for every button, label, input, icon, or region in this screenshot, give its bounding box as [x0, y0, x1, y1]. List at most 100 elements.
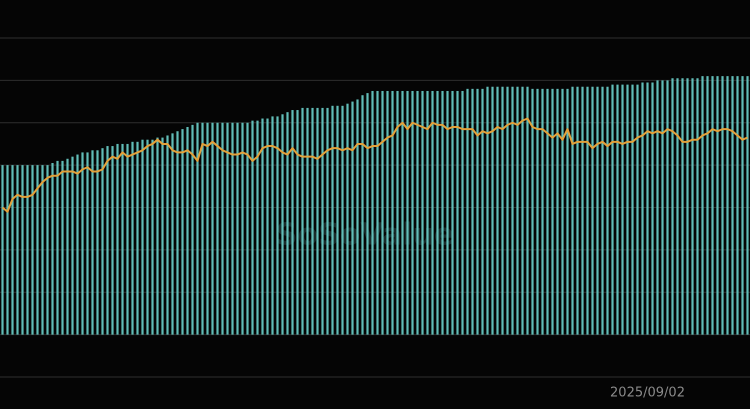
bar [131, 141, 134, 335]
watermark: SoSoValue [276, 218, 454, 253]
bar [531, 88, 534, 335]
bar [651, 82, 654, 335]
bar [446, 90, 449, 335]
bar [176, 131, 179, 335]
bar [656, 80, 659, 335]
bar [356, 99, 359, 335]
bar [706, 76, 709, 335]
bar [466, 88, 469, 335]
bar [671, 78, 674, 335]
bar [371, 90, 374, 335]
bar [741, 76, 744, 335]
bar [66, 158, 69, 335]
bar [726, 76, 729, 335]
bar [91, 150, 94, 335]
bar [196, 122, 199, 335]
bar [151, 139, 154, 335]
bar [691, 78, 694, 335]
bar [736, 76, 739, 335]
bar [556, 88, 559, 335]
line [1, 117, 748, 213]
bar [506, 86, 509, 335]
bar [216, 122, 219, 335]
bar [561, 88, 564, 335]
bar [461, 90, 464, 335]
bar [321, 107, 324, 335]
bar [41, 165, 44, 335]
bar [626, 84, 629, 335]
bar [316, 107, 319, 335]
bar [126, 143, 129, 335]
bar [311, 107, 314, 335]
bar [636, 84, 639, 335]
bar [401, 90, 404, 335]
bar [511, 86, 514, 335]
bar [666, 80, 669, 335]
bar [366, 93, 369, 335]
bar [121, 143, 124, 335]
x-tick-label: 2025/09/02 [610, 386, 685, 401]
bar [141, 139, 144, 335]
bar [46, 165, 49, 335]
bar [496, 86, 499, 335]
bar [206, 122, 209, 335]
bar [186, 126, 189, 335]
bar [601, 86, 604, 335]
bar [596, 86, 599, 335]
bar [746, 76, 749, 335]
bar [646, 82, 649, 335]
bar [716, 76, 719, 335]
bar [581, 86, 584, 335]
bar [661, 80, 664, 335]
bar [441, 90, 444, 335]
bar [251, 120, 254, 335]
bar [476, 88, 479, 335]
bar [156, 137, 159, 335]
bar [296, 110, 299, 335]
bar [386, 90, 389, 335]
marks [1, 76, 749, 335]
bar [16, 165, 19, 335]
bar [256, 120, 259, 335]
bar [686, 78, 689, 335]
bar [606, 86, 609, 335]
bar [241, 122, 244, 335]
bar [521, 86, 524, 335]
bar [616, 84, 619, 335]
bar [81, 152, 84, 335]
bar [6, 165, 9, 335]
bar [411, 90, 414, 335]
bar [451, 90, 454, 335]
bar [681, 78, 684, 335]
bar [231, 122, 234, 335]
bar [546, 88, 549, 335]
bar [21, 165, 24, 335]
bar [701, 76, 704, 335]
bar [471, 88, 474, 335]
bar [111, 146, 114, 335]
bar [161, 137, 164, 335]
bar [271, 116, 274, 335]
bar [331, 105, 334, 335]
bar [171, 133, 174, 335]
bar [116, 143, 119, 335]
bar [421, 90, 424, 335]
bar [396, 90, 399, 335]
bar [26, 165, 29, 335]
bar [456, 90, 459, 335]
bar [76, 154, 79, 335]
bar [236, 122, 239, 335]
bar [566, 88, 569, 335]
bar [86, 152, 89, 335]
bar [211, 122, 214, 335]
bar [286, 112, 289, 335]
bar [336, 105, 339, 335]
bar [571, 86, 574, 335]
bar [426, 90, 429, 335]
bar [136, 141, 139, 335]
bar [71, 156, 74, 335]
bar [281, 114, 284, 335]
